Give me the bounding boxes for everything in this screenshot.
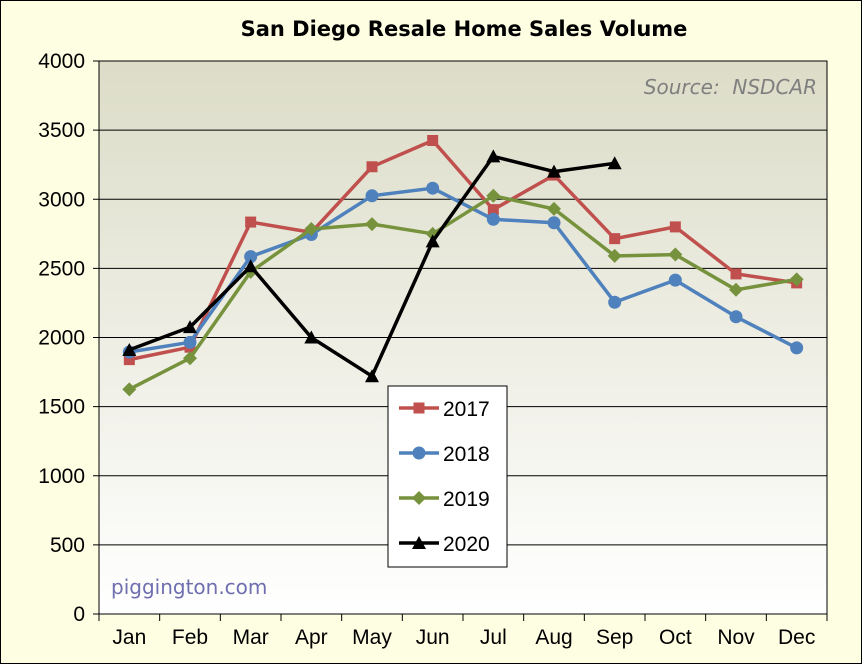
data-point-2019-Jan [122, 382, 137, 397]
data-point-2017-Jan [123, 354, 135, 366]
legend-item-2019: 2019 [399, 488, 490, 511]
data-point-2019-Aug [547, 201, 561, 216]
data-point-2019-Feb [183, 351, 197, 366]
y-tick-label: 1500 [38, 396, 85, 419]
data-point-2019-Sep [607, 248, 622, 263]
y-tick-label: 4000 [38, 50, 85, 73]
data-point-2019-Dec [789, 272, 804, 287]
data-point-2017-Mar [245, 216, 257, 228]
data-point-2018-May [365, 189, 379, 203]
x-tick-label: Oct [659, 626, 692, 649]
data-point-2020-Mar [243, 259, 258, 273]
legend-item-2020: 2020 [399, 533, 490, 556]
series-2019 [122, 188, 804, 397]
y-tick-label: 500 [50, 534, 85, 557]
x-tick-label: Mar [233, 626, 269, 649]
x-tick-label: Sep [596, 626, 633, 649]
data-point-2017-May [366, 161, 378, 173]
y-tick-label: 2000 [38, 327, 85, 350]
data-point-2020-Apr [304, 330, 319, 344]
data-point-2017-Nov [730, 268, 742, 280]
data-point-2020-May [365, 369, 379, 383]
data-point-2018-Aug [547, 216, 561, 230]
series-line-2017 [128, 138, 797, 362]
axes: 0 500 1000 1500 2000 2500 3000 3500 4000 Jan Feb Ma… [38, 50, 828, 649]
data-point-2020-Jul [486, 149, 501, 163]
series-lines [122, 134, 804, 397]
data-point-2020-Feb [183, 320, 197, 334]
series-line-2018 [129, 186, 798, 354]
y-tick-label: 2500 [38, 257, 85, 280]
y-tick-label: 3000 [38, 188, 85, 211]
legend-label: 2020 [443, 533, 490, 556]
legend-marker [412, 446, 426, 460]
legend-label: 2019 [443, 488, 490, 511]
x-tick-label: Apr [295, 626, 328, 649]
legend-label: 2018 [443, 443, 490, 466]
x-tick-label: Jul [480, 626, 507, 649]
data-point-2020-Jun [425, 234, 440, 248]
data-point-2019-May [365, 217, 379, 232]
data-point-2018-Jun [426, 181, 440, 195]
x-tick-label: May [352, 626, 392, 649]
data-point-2020-Sep [607, 156, 622, 170]
legend: 2017 2018 2019 2020 [387, 385, 508, 568]
data-point-2020-Jan [122, 342, 137, 356]
y-tick-label: 1000 [38, 465, 85, 488]
series-line-2019 [128, 194, 797, 391]
chart-title: San Diego Resale Home Sales Volume [241, 17, 688, 41]
watermark: piggington.com [111, 575, 267, 599]
y-tick-label: 3500 [38, 119, 85, 142]
x-tick-label: Dec [778, 626, 815, 649]
legend-marker [413, 402, 425, 414]
data-point-2018-Sep [608, 295, 622, 309]
series-2020 [122, 149, 622, 383]
data-point-2018-Jul [486, 212, 500, 226]
x-tick-label: Feb [172, 626, 208, 649]
data-point-2018-Oct [668, 273, 682, 287]
data-point-2018-Feb [183, 335, 197, 349]
legend-marker [412, 491, 426, 505]
legend-marker [412, 536, 426, 549]
legend-label: 2017 [443, 398, 490, 421]
data-point-2019-Jul [486, 188, 501, 203]
x-tick-label: Nov [717, 626, 755, 649]
data-point-2019-Oct [668, 247, 683, 262]
y-tick-label: 0 [73, 603, 85, 626]
x-tick-label: Jun [416, 626, 450, 649]
data-point-2017-Jun [427, 134, 439, 146]
data-point-2017-Jul [487, 204, 499, 216]
data-point-2017-Sep [609, 233, 621, 245]
data-point-2018-Mar [244, 250, 258, 264]
data-point-2019-Apr [304, 221, 319, 236]
data-point-2018-Dec [790, 341, 804, 355]
data-point-2017-Oct [669, 221, 681, 233]
x-tick-label: Aug [535, 626, 572, 649]
x-tick-label: Jan [112, 626, 146, 649]
legend-item-2017: 2017 [399, 398, 490, 421]
data-point-2018-Nov [729, 310, 743, 324]
legend-item-2018: 2018 [399, 443, 490, 466]
data-point-2019-Nov [729, 282, 743, 297]
data-point-2020-Aug [547, 164, 561, 178]
legend-box [387, 385, 508, 568]
source-note: Source: NSDCAR [644, 75, 817, 99]
